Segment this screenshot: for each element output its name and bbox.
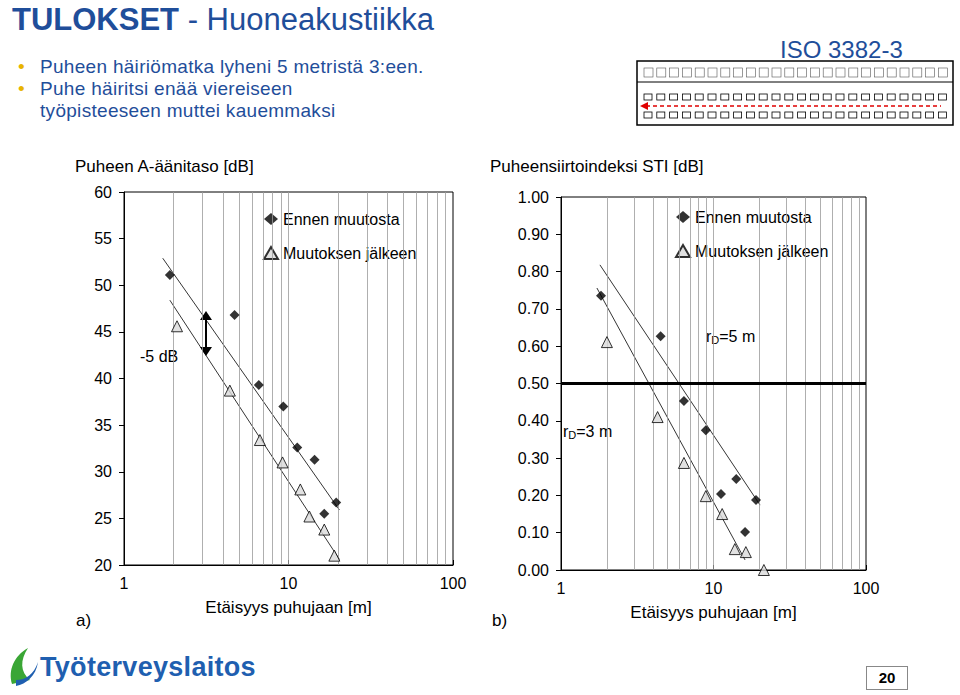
svg-text:D: D [568, 429, 576, 441]
html-text:Puheen häiriömatka lyheni 5 me: Puheen häiriömatka lyheni 5 metristä 3:e… [40, 56, 424, 77]
svg-text:50: 50 [94, 277, 112, 294]
svg-text:40: 40 [94, 370, 112, 387]
svg-text:0.60: 0.60 [518, 338, 549, 355]
svg-text:0.20: 0.20 [518, 487, 549, 504]
svg-text:45: 45 [94, 323, 112, 340]
svg-text:25: 25 [94, 510, 112, 527]
svg-text:100: 100 [440, 575, 467, 592]
svg-text:D: D [711, 334, 719, 346]
svg-text:Puheensiirtoindeksi STI [dB]: Puheensiirtoindeksi STI [dB] [490, 157, 704, 176]
svg-text:Muutoksen jälkeen: Muutoksen jälkeen [695, 243, 828, 260]
svg-text:20: 20 [94, 557, 112, 574]
html-text:Puhe häiritsi enää viereiseen: Puhe häiritsi enää viereiseen työpistees… [40, 78, 336, 121]
svg-text:0.90: 0.90 [518, 226, 549, 243]
svg-text:35: 35 [94, 417, 112, 434]
svg-text:55: 55 [94, 230, 112, 247]
html-text:TULOKSET - Huoneakustiikka: TULOKSET - Huoneakustiikka [12, 2, 435, 37]
svg-text:1: 1 [120, 575, 129, 592]
svg-text:Etäisyys puhujaan [m]: Etäisyys puhujaan [m] [205, 598, 371, 617]
svg-text:10: 10 [705, 580, 723, 597]
html-text:20: 20 [878, 669, 896, 686]
svg-text:Etäisyys puhujaan [m]: Etäisyys puhujaan [m] [630, 603, 796, 622]
svg-text:60: 60 [94, 184, 112, 201]
svg-text:r: r [563, 422, 569, 440]
svg-text:=5 m: =5 m [719, 328, 755, 345]
svg-text:a): a) [76, 611, 91, 630]
svg-text:0.30: 0.30 [518, 450, 549, 467]
svg-text:=3 m: =3 m [576, 423, 612, 440]
svg-text:0.00: 0.00 [518, 562, 549, 579]
svg-text:-5 dB: -5 dB [140, 348, 178, 365]
svg-text:1: 1 [557, 580, 566, 597]
svg-text:Ennen muutosta: Ennen muutosta [283, 211, 400, 228]
svg-text:0.70: 0.70 [518, 300, 549, 317]
svg-text:1.00: 1.00 [518, 189, 549, 206]
html-text:Työterveyslaitos: Työterveyslaitos [40, 652, 256, 682]
svg-text:100: 100 [853, 580, 880, 597]
svg-text:0.10: 0.10 [518, 524, 549, 541]
html-text:ISO 3382-3: ISO 3382-3 [780, 36, 903, 63]
svg-text:0.50: 0.50 [518, 375, 549, 392]
svg-text:0.80: 0.80 [518, 263, 549, 280]
svg-text:Puheen A-äänitaso [dB]: Puheen A-äänitaso [dB] [75, 157, 254, 176]
svg-text:Muutoksen jälkeen: Muutoksen jälkeen [283, 245, 416, 262]
svg-text:b): b) [492, 611, 507, 630]
svg-text:30: 30 [94, 463, 112, 480]
svg-text:0.40: 0.40 [518, 412, 549, 429]
svg-text:10: 10 [280, 575, 298, 592]
svg-text:Ennen muutosta: Ennen muutosta [695, 209, 812, 226]
svg-text:r: r [706, 327, 712, 345]
